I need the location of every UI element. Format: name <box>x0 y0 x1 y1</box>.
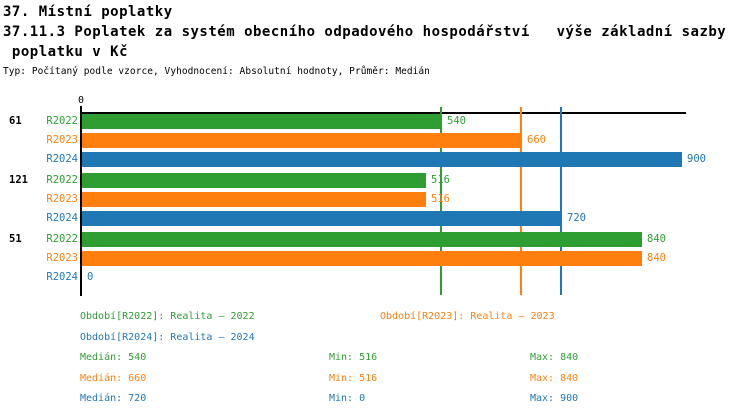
bar-121-r2024 <box>82 211 562 226</box>
report-subtitle-line1: 37.11.3 Poplatek za systém obecního odpa… <box>3 24 727 40</box>
bar-value-label: 516 <box>431 193 450 205</box>
bar-value-label: 540 <box>447 115 466 127</box>
stat-max-r2023: Max: 840 <box>530 373 579 384</box>
report-title: 37. Místní poplatky <box>3 4 173 20</box>
median-line-r2024 <box>560 107 562 295</box>
group-label-51: 51 <box>9 233 22 245</box>
bar-61-r2023 <box>82 133 522 148</box>
stat-min-r2023: Min: 516 <box>329 373 378 384</box>
bar-row-label-r2024: R2024 <box>46 271 78 283</box>
stat-median-r2024: Medián: 720 <box>80 393 147 404</box>
bar-value-label: 840 <box>647 233 666 245</box>
bar-row-label-r2024: R2024 <box>46 153 78 165</box>
bar-value-label: 900 <box>687 153 706 165</box>
bar-51-r2022 <box>82 232 642 247</box>
group-label-61: 61 <box>9 115 22 127</box>
stat-max-r2024: Max: 900 <box>530 393 579 404</box>
bar-row-label-r2022: R2022 <box>46 233 78 245</box>
x-axis-line <box>80 112 686 114</box>
bar-61-r2022 <box>82 114 442 129</box>
y-axis-line <box>80 106 82 296</box>
x-axis-origin-tick-label: 0 <box>77 95 85 106</box>
bar-121-r2022 <box>82 173 426 188</box>
stat-median-r2022: Medián: 540 <box>80 352 147 363</box>
bar-121-r2023 <box>82 192 426 207</box>
bar-value-label: 840 <box>647 252 666 264</box>
bar-value-label: 660 <box>527 134 546 146</box>
bar-row-label-r2022: R2022 <box>46 115 78 127</box>
median-line-r2023 <box>520 107 522 295</box>
group-label-121: 121 <box>9 174 28 186</box>
bar-value-label: 0 <box>87 271 94 283</box>
report-meta-line: Typ: Počítaný podle vzorce, Vyhodnocení:… <box>3 66 430 77</box>
bar-row-label-r2024: R2024 <box>46 212 78 224</box>
bar-row-label-r2022: R2022 <box>46 174 78 186</box>
legend-item-r2024: Období[R2024]: Realita – 2024 <box>80 332 255 343</box>
bar-row-label-r2023: R2023 <box>46 134 78 146</box>
stat-median-r2023: Medián: 660 <box>80 373 147 384</box>
stat-max-r2022: Max: 840 <box>530 352 579 363</box>
stat-min-r2024: Min: 0 <box>329 393 366 404</box>
median-line-r2022 <box>440 107 442 295</box>
bar-61-r2024 <box>82 152 682 167</box>
bar-value-label: 720 <box>567 212 586 224</box>
legend-item-r2022: Období[R2022]: Realita – 2022 <box>80 311 255 322</box>
report-subtitle-line2: poplatku v Kč <box>3 44 129 60</box>
legend-item-r2023: Období[R2023]: Realita – 2023 <box>380 311 555 322</box>
stat-min-r2022: Min: 516 <box>329 352 378 363</box>
bar-value-label: 516 <box>431 174 450 186</box>
bar-row-label-r2023: R2023 <box>46 252 78 264</box>
bar-row-label-r2023: R2023 <box>46 193 78 205</box>
bar-51-r2023 <box>82 251 642 266</box>
